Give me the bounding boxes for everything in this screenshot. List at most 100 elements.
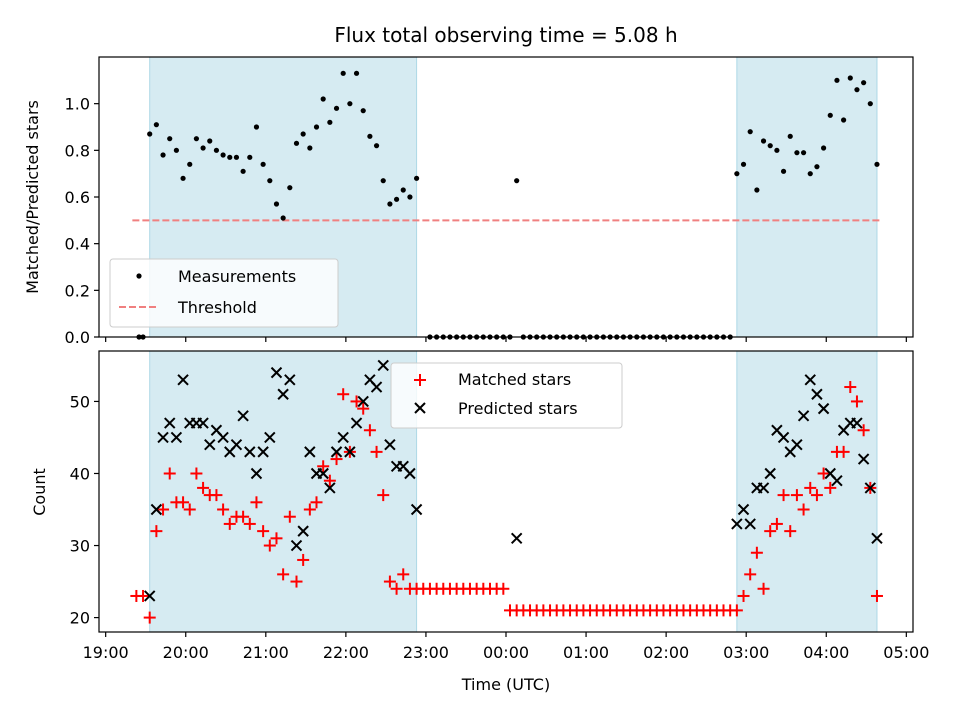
- matched-star-point: [750, 546, 763, 559]
- top-y-axis-label: Matched/Predicted stars: [23, 100, 42, 294]
- top-panel: 0.0 0.2 0.4 0.6 0.8 1.0 Matched/Predicted sta…: [23, 56, 914, 347]
- measurement-point: [847, 75, 853, 81]
- measurement-point: [287, 185, 293, 191]
- predicted-star-point: [337, 431, 349, 444]
- bottom-legend: Matched stars Predicted stars: [390, 362, 623, 429]
- measurement-point: [774, 147, 780, 153]
- matched-star-point: [850, 395, 863, 408]
- predicted-star-point: [777, 431, 790, 444]
- x-tick-label: 04:00: [803, 643, 849, 662]
- measurement-point: [253, 124, 260, 130]
- top-legend: Measurements Threshold: [109, 258, 339, 328]
- measurement-point: [313, 124, 320, 130]
- predicted-star-point: [330, 446, 343, 458]
- measurement-point: [800, 150, 807, 156]
- measurement-point: [260, 161, 266, 167]
- measurement-point: [360, 108, 366, 114]
- predicted-star-point: [177, 374, 189, 386]
- measurement-point: [173, 147, 179, 153]
- legend-label-threshold: Threshold: [177, 298, 257, 317]
- measurement-point: [820, 145, 827, 151]
- bottom-y-ticks: 20 30 40 50: [70, 392, 99, 628]
- measurement-point: [240, 168, 246, 174]
- measurement-point: [353, 70, 360, 76]
- predicted-star-point: [304, 446, 316, 458]
- y-tick-label: 0.8: [65, 141, 90, 160]
- matched-star-point: [297, 553, 310, 566]
- matched-star-point: [730, 604, 743, 617]
- y-tick-label: 0.4: [65, 235, 90, 254]
- top-legend-box: [109, 258, 339, 328]
- predicted-star-point: [764, 467, 776, 480]
- predicted-star-point: [157, 431, 169, 444]
- measurement-point: [367, 133, 373, 139]
- predicted-star-point: [744, 518, 756, 530]
- chart-title: Flux total observing time = 5.08 h: [334, 23, 677, 47]
- predicted-star-point: [350, 417, 363, 429]
- predicted-star-point: [757, 482, 770, 494]
- measurement-point: [380, 178, 386, 184]
- predicted-star-point: [277, 388, 289, 400]
- matched-star-point: [357, 402, 370, 415]
- bottom-y-axis-label: Count: [30, 468, 49, 516]
- matched-star-point: [323, 474, 336, 487]
- top-x-ticks: [105, 337, 907, 342]
- y-tick-label: 0.6: [65, 188, 90, 207]
- bottom-legend-box: [390, 362, 623, 429]
- measurement-point: [187, 161, 193, 167]
- matched-star-point: [870, 589, 883, 602]
- measurement-point: [307, 145, 313, 151]
- measurement-point: [794, 150, 800, 156]
- predicted-star-point: [871, 532, 883, 545]
- measurement-point: [220, 152, 226, 158]
- x-axis-label: Time (UTC): [461, 675, 550, 694]
- y-tick-label: 0.2: [65, 281, 90, 300]
- matched-star-point: [810, 489, 823, 502]
- matched-star-point: [177, 496, 190, 509]
- predicted-star-point: [811, 388, 823, 400]
- matched-star-point: [290, 575, 303, 588]
- predicted-star-point: [831, 474, 843, 487]
- bottom-x-ticks: 19:00 20:00 21:00 22:00 23:00 00:00 01:00 02:00…: [83, 632, 929, 662]
- matched-star-point: [250, 496, 263, 509]
- matched-star-point: [157, 503, 170, 516]
- matched-star-point: [784, 525, 797, 538]
- measurement-point: [814, 164, 820, 170]
- matched-star-point: [777, 489, 790, 502]
- measurement-point: [787, 133, 793, 139]
- matched-star-point: [744, 568, 757, 581]
- measurement-point: [300, 131, 306, 137]
- y-tick-label: 30: [70, 537, 90, 556]
- x-tick-label: 05:00: [883, 643, 929, 662]
- predicted-star-point: [791, 438, 803, 451]
- predicted-star-point: [250, 467, 263, 480]
- predicted-star-point: [204, 438, 216, 451]
- measurement-point: [213, 147, 220, 153]
- x-tick-label: 03:00: [723, 643, 769, 662]
- predicted-star-point: [857, 453, 870, 465]
- y-tick-label: 50: [70, 392, 90, 411]
- y-tick-label: 1.0: [65, 95, 90, 114]
- y-tick-label: 40: [70, 464, 90, 483]
- matched-star-point: [217, 503, 230, 516]
- x-tick-label: 23:00: [403, 643, 449, 662]
- predicted-star-point: [344, 446, 356, 458]
- matched-star-point: [390, 582, 403, 595]
- measurement-point: [227, 154, 233, 160]
- predicted-star-point: [404, 467, 416, 480]
- measurement-point: [400, 187, 406, 193]
- measurement-point: [387, 201, 393, 207]
- measurement-point: [200, 145, 206, 151]
- predicted-star-point: [244, 446, 256, 458]
- matched-star-point: [797, 503, 810, 516]
- measurement-point: [747, 129, 753, 135]
- measurement-point: [767, 143, 773, 149]
- measurement-point: [293, 140, 300, 146]
- predicted-star-point: [230, 438, 243, 451]
- observing-window: [149, 350, 418, 633]
- matched-star-point: [143, 611, 156, 624]
- measurement-point: [754, 187, 760, 193]
- matched-star-point: [210, 489, 223, 502]
- measurement-point: [407, 194, 413, 200]
